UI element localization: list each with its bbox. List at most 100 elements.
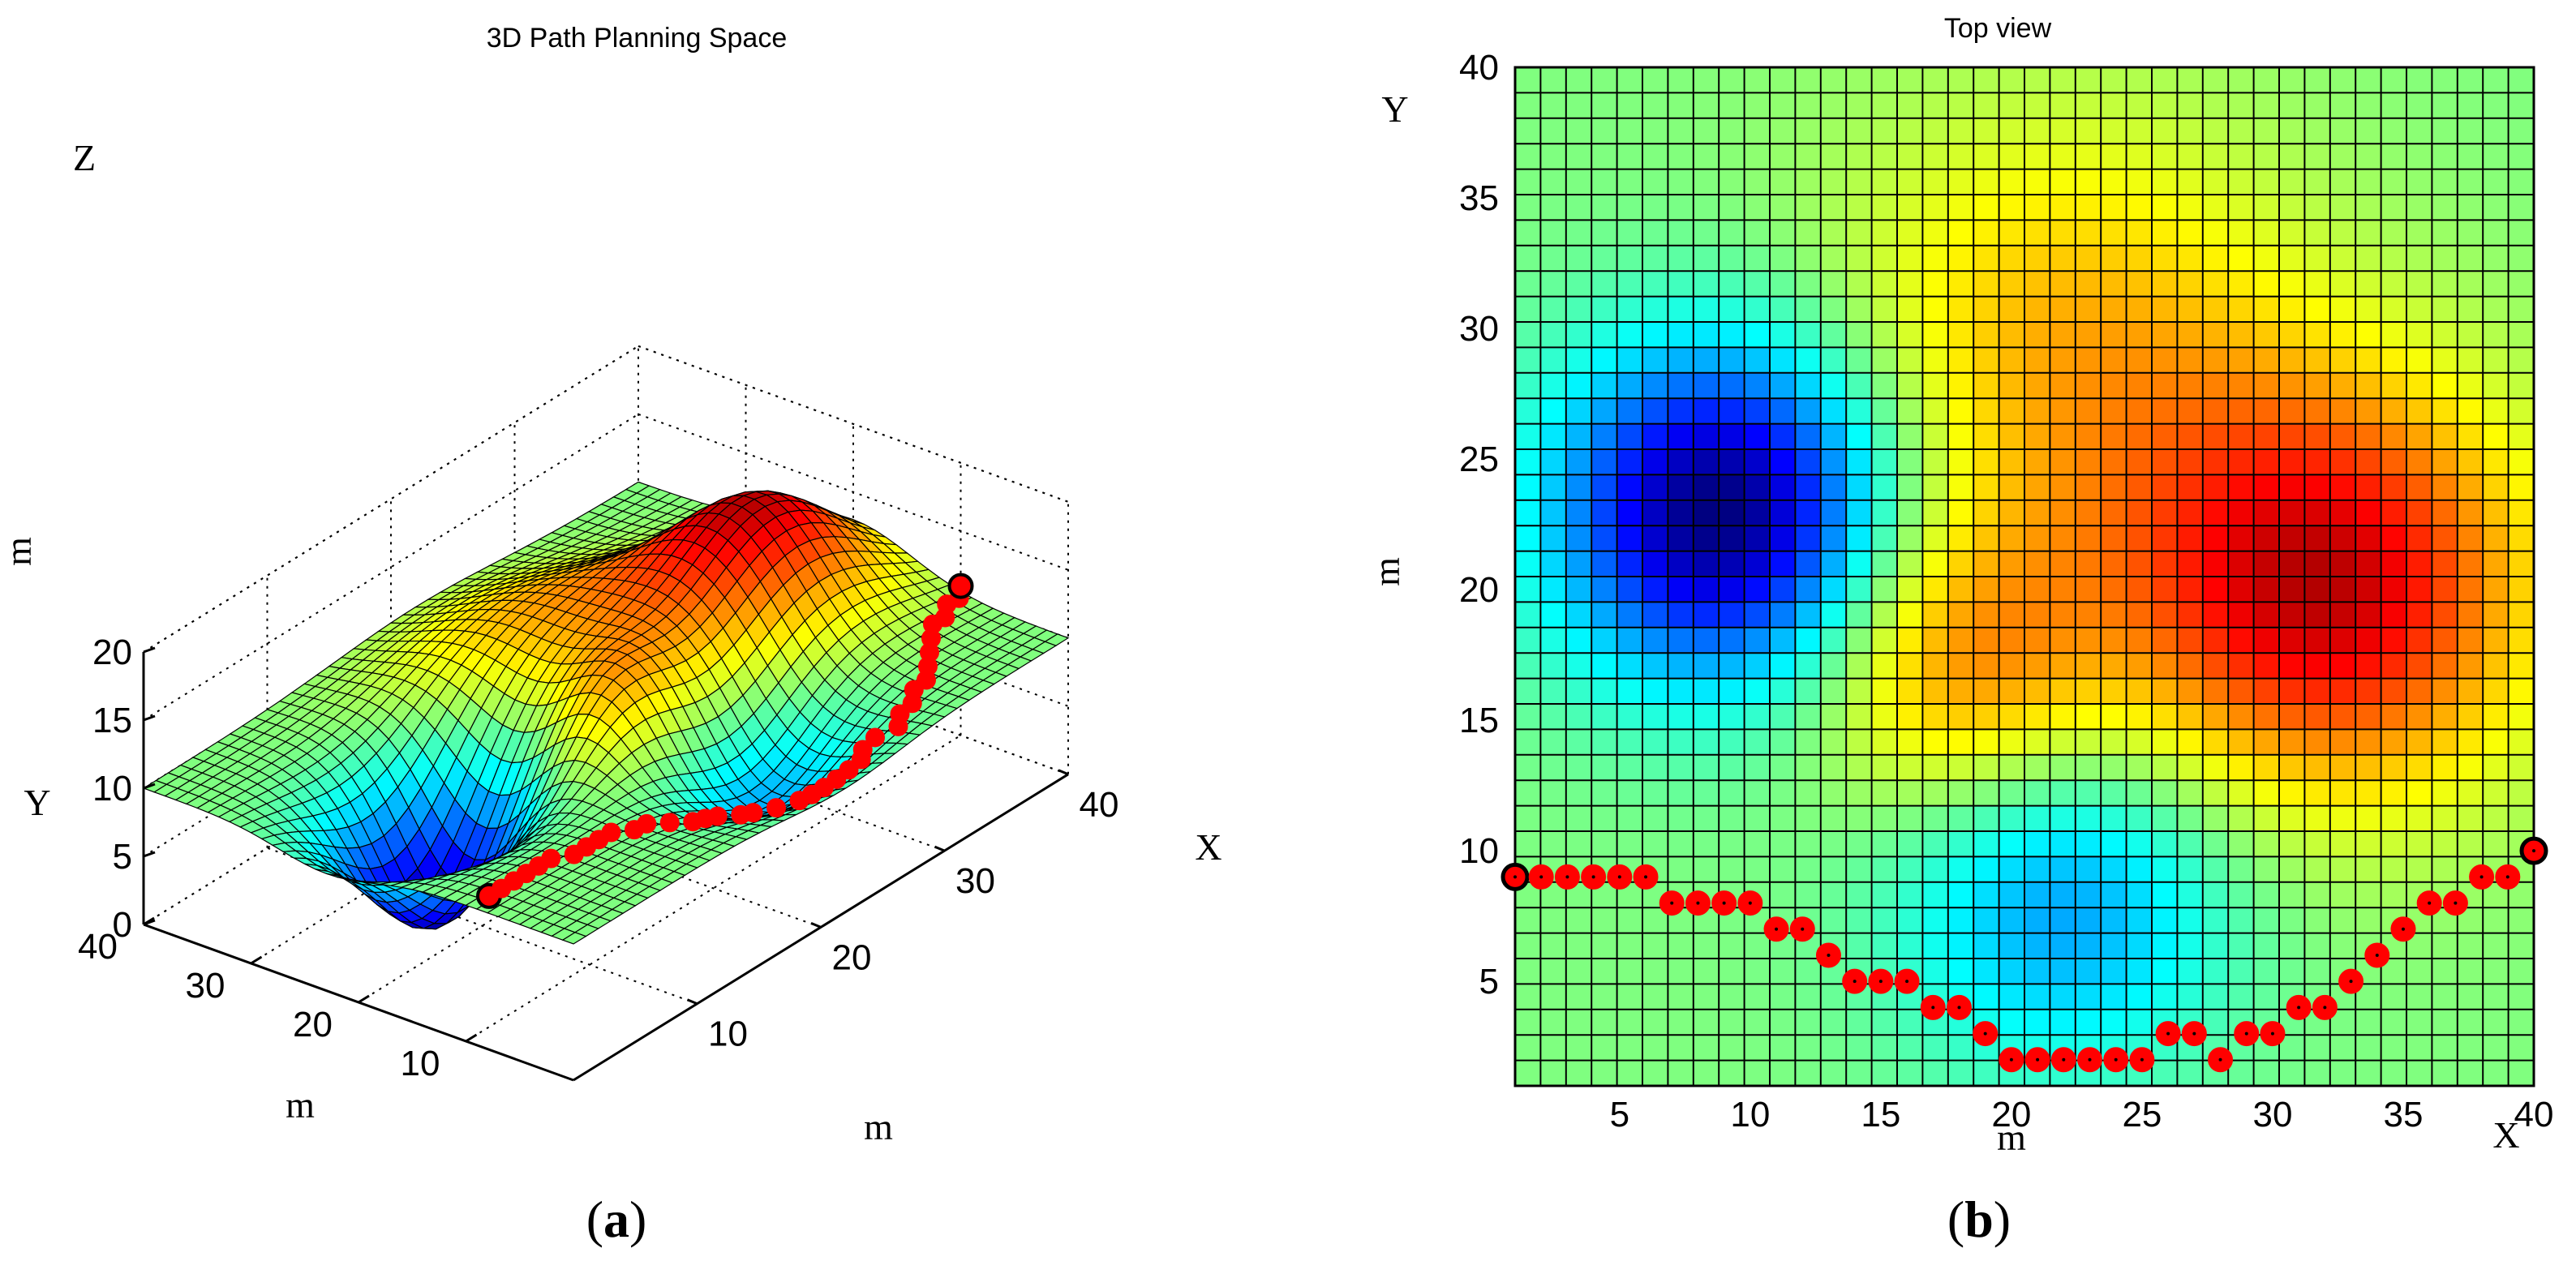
- heatmap-cell: [1922, 423, 1949, 450]
- heatmap-cell: [2406, 245, 2432, 272]
- z-tick-label: 15: [92, 701, 132, 740]
- heatmap-cell: [2253, 322, 2280, 348]
- heatmap-cell: [2508, 474, 2535, 501]
- heatmap-cell: [1719, 627, 1745, 654]
- heatmap-cell: [1999, 831, 2025, 857]
- heatmap-cell: [2355, 881, 2382, 908]
- heatmap-cell: [1897, 92, 1923, 119]
- heatmap-cell: [2355, 423, 2382, 450]
- heatmap-cell: [2050, 577, 2076, 603]
- heatmap-cell: [2101, 678, 2127, 705]
- heatmap-cell: [1540, 831, 1567, 857]
- heatmap-cell: [1515, 347, 1541, 374]
- heatmap-cell: [1591, 577, 1618, 603]
- heatmap-cell: [1999, 551, 2025, 577]
- heatmap-cell: [1897, 551, 1923, 577]
- heatmap-cell: [1846, 780, 1873, 807]
- heatmap-cell: [1642, 780, 1668, 807]
- heatmap-cell: [1591, 729, 1618, 756]
- heatmap-cell: [2228, 805, 2255, 832]
- heatmap-cell: [2050, 551, 2076, 577]
- heatmap-cell: [1973, 271, 2000, 298]
- heatmap-cell: [2355, 372, 2382, 399]
- heatmap-cell: [1565, 602, 1592, 628]
- heatmap-cell: [2050, 907, 2076, 934]
- heatmap-cell: [1795, 551, 1822, 577]
- heatmap-cell: [1616, 423, 1643, 450]
- heatmap-cell: [1897, 780, 1923, 807]
- heatmap-cell: [2304, 602, 2331, 628]
- heatmap-cell: [2075, 144, 2102, 170]
- heatmap-cell: [1871, 551, 1898, 577]
- heatmap-cell: [2202, 805, 2229, 832]
- path-point-center: [2062, 1057, 2066, 1062]
- heatmap-cell: [1540, 602, 1567, 628]
- heatmap-cell: [2253, 195, 2280, 221]
- heatmap-cell: [2406, 500, 2432, 526]
- heatmap-cell: [1565, 754, 1592, 781]
- heatmap-cell: [1897, 245, 1923, 272]
- heatmap-cell: [1719, 195, 1745, 221]
- heatmap-cell: [1668, 449, 1694, 475]
- heatmap-cell: [1871, 653, 1898, 680]
- heatmap-cell: [2304, 729, 2331, 756]
- heatmap-cell: [2050, 449, 2076, 475]
- heatmap-cell: [2381, 1060, 2407, 1087]
- heatmap-cell: [1795, 627, 1822, 654]
- heatmap-cell: [1770, 271, 1796, 298]
- heatmap-cell: [1999, 959, 2025, 984]
- heatmap-cell: [2381, 398, 2407, 425]
- heatmap-cell: [1565, 678, 1592, 705]
- heatmap-cell: [2508, 780, 2535, 807]
- heatmap-cell: [2432, 1035, 2458, 1062]
- heatmap-cell: [2050, 602, 2076, 628]
- heatmap-cell: [1668, 195, 1694, 221]
- heatmap-cell: [2101, 118, 2127, 144]
- path-point-center: [2532, 849, 2535, 853]
- heatmap-cell: [2406, 296, 2432, 323]
- heatmap-cell: [2432, 678, 2458, 705]
- heatmap-cell: [1999, 195, 2025, 221]
- heatmap-cell: [2432, 474, 2458, 501]
- path-endpoint-3d: [947, 573, 974, 599]
- heatmap-cell: [1999, 398, 2025, 425]
- heatmap-cell: [2329, 525, 2356, 552]
- heatmap-cell: [1846, 907, 1873, 934]
- heatmap-cell: [1540, 1009, 1567, 1036]
- heatmap-cell: [1795, 347, 1822, 374]
- heatmap-cell: [2228, 118, 2255, 144]
- path-point-3d: [637, 813, 657, 834]
- heatmap-cell: [1871, 449, 1898, 475]
- heatmap-cell: [1897, 118, 1923, 144]
- heatmap-cell: [1897, 195, 1923, 221]
- heatmap-cell: [1871, 704, 1898, 730]
- heatmap-cell: [2381, 525, 2407, 552]
- heatmap-cell: [2279, 398, 2305, 425]
- heatmap-cell: [2050, 500, 2076, 526]
- z-tick-label: 5: [113, 837, 132, 877]
- heatmap-cell: [1744, 933, 1771, 959]
- heatmap-cell: [1820, 653, 1847, 680]
- heatmap-cell: [2101, 220, 2127, 247]
- heatmap-cell: [1693, 398, 1719, 425]
- heatmap-cell: [2355, 525, 2382, 552]
- y-tick-label: 25: [1459, 440, 1499, 479]
- path-point-center: [1565, 875, 1569, 879]
- heatmap-cell: [2329, 500, 2356, 526]
- heatmap-cell: [1897, 449, 1923, 475]
- heatmap-cell: [1515, 271, 1541, 298]
- heatmap-cell: [2202, 271, 2229, 298]
- heatmap-cell: [1719, 322, 1745, 348]
- heatmap-cell: [1897, 347, 1923, 374]
- heatmap-cell: [1897, 1009, 1923, 1036]
- heatmap-cell: [2228, 984, 2255, 1010]
- heatmap-cell: [2177, 780, 2204, 807]
- heatmap-cell: [1947, 220, 1974, 247]
- heatmap-cell: [1922, 754, 1949, 781]
- heatmap-cell: [1616, 271, 1643, 298]
- heatmap-cell: [2432, 653, 2458, 680]
- heatmap-cell: [2406, 627, 2432, 654]
- heatmap-cell: [1846, 322, 1873, 348]
- heatmap-cell: [1999, 729, 2025, 756]
- heatmap-cell: [2406, 653, 2432, 680]
